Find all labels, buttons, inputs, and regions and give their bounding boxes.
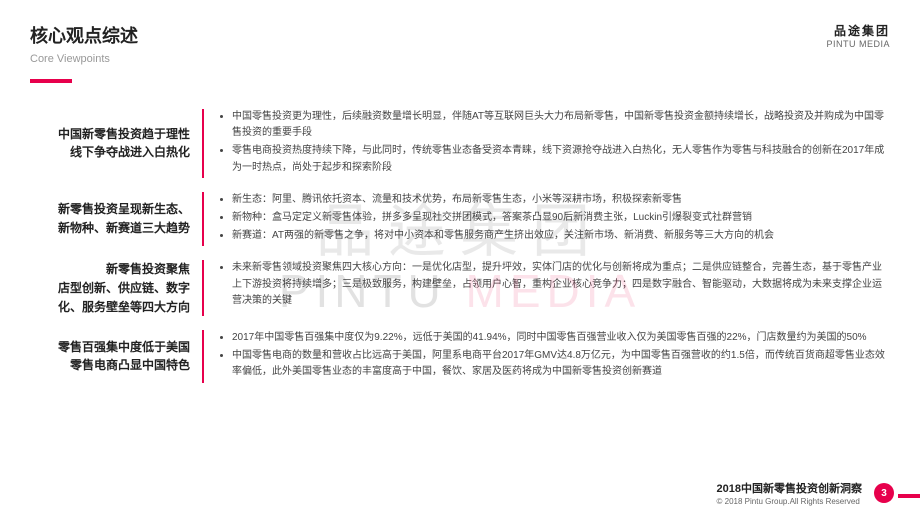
- viewpoint-bullet: 中国零售投资更为理性，后续融资数量增长明显，伴随AT等互联网巨头大力布局新零售，…: [232, 109, 890, 141]
- viewpoint-bullet: 零售电商投资热度持续下降，与此同时，传统零售业态备受资本青睐，线下资源抢夺战进入…: [232, 143, 890, 175]
- viewpoint-row: 新零售投资聚焦店型创新、供应链、数字化、服务壁垒等四大方向未来新零售领域投资聚焦…: [30, 260, 890, 316]
- viewpoint-label: 新零售投资聚焦店型创新、供应链、数字化、服务壁垒等四大方向: [30, 260, 202, 316]
- footer-text: 2018中国新零售投资创新洞察 © 2018 Pintu Group.All R…: [717, 480, 862, 506]
- page-title-en: Core Viewpoints: [30, 53, 138, 65]
- title-block: 核心观点综述 Core Viewpoints: [30, 22, 138, 83]
- viewpoint-body: 未来新零售领域投资聚焦四大核心方向：一是优化店型，提升坪效，实体门店的优化与创新…: [202, 260, 890, 316]
- footer-doc-title: 2018中国新零售投资创新洞察: [717, 480, 862, 496]
- slide-page: 核心观点综述 Core Viewpoints 品途集团 PINTU MEDIA …: [0, 0, 920, 518]
- viewpoint-label: 新零售投资呈现新生态、新物种、新赛道三大趋势: [30, 192, 202, 247]
- brand-logo: 品途集团 PINTU MEDIA: [826, 22, 890, 49]
- footer: 2018中国新零售投资创新洞察 © 2018 Pintu Group.All R…: [717, 480, 894, 506]
- viewpoint-body: 2017年中国零售百强集中度仅为9.22%，远低于美国的41.94%，同时中国零…: [202, 330, 890, 383]
- page-edge-bar: [898, 494, 920, 498]
- viewpoint-label: 中国新零售投资趋于理性线下争夺战进入白热化: [30, 109, 202, 178]
- viewpoint-bullet: 未来新零售领域投资聚焦四大核心方向：一是优化店型，提升坪效，实体门店的优化与创新…: [232, 260, 890, 309]
- viewpoint-row: 新零售投资呈现新生态、新物种、新赛道三大趋势 新生态：阿里、腾讯依托资本、流量和技…: [30, 192, 890, 247]
- viewpoint-bullet: 中国零售电商的数量和营收占比远高于美国，阿里系电商平台2017年GMV达4.8万…: [232, 348, 890, 380]
- viewpoint-label: 零售百强集中度低于美国零售电商凸显中国特色: [30, 330, 202, 383]
- footer-copyright: © 2018 Pintu Group.All Rights Reserved: [717, 497, 862, 506]
- viewpoint-row: 零售百强集中度低于美国零售电商凸显中国特色 2017年中国零售百强集中度仅为9.2…: [30, 330, 890, 383]
- title-underline: [30, 79, 72, 83]
- viewpoint-bullet: 新生态：阿里、腾讯依托资本、流量和技术优势，布局新零售生态，小米等深耕市场，积极…: [232, 192, 890, 208]
- content-rows: 中国新零售投资趋于理性线下争夺战进入白热化中国零售投资更为理性，后续融资数量增长…: [30, 109, 890, 383]
- viewpoint-row: 中国新零售投资趋于理性线下争夺战进入白热化中国零售投资更为理性，后续融资数量增长…: [30, 109, 890, 178]
- brand-logo-en: PINTU MEDIA: [826, 39, 890, 49]
- viewpoint-bullet: 新赛道：AT两强的新零售之争，将对中小资本和零售服务商产生挤出效应，关注新市场、…: [232, 228, 890, 244]
- header: 核心观点综述 Core Viewpoints 品途集团 PINTU MEDIA: [30, 22, 890, 83]
- page-number-badge: 3: [874, 483, 894, 503]
- page-title-cn: 核心观点综述: [30, 22, 138, 48]
- viewpoint-bullet: 新物种：盒马定定义新零售体验，拼多多呈现社交拼团模式，答案茶凸显90后新消费主张…: [232, 210, 890, 226]
- viewpoint-body: 中国零售投资更为理性，后续融资数量增长明显，伴随AT等互联网巨头大力布局新零售，…: [202, 109, 890, 178]
- viewpoint-bullet: 2017年中国零售百强集中度仅为9.22%，远低于美国的41.94%，同时中国零…: [232, 330, 890, 346]
- brand-logo-cn: 品途集团: [826, 22, 890, 39]
- viewpoint-body: 新生态：阿里、腾讯依托资本、流量和技术优势，布局新零售生态，小米等深耕市场，积极…: [202, 192, 890, 247]
